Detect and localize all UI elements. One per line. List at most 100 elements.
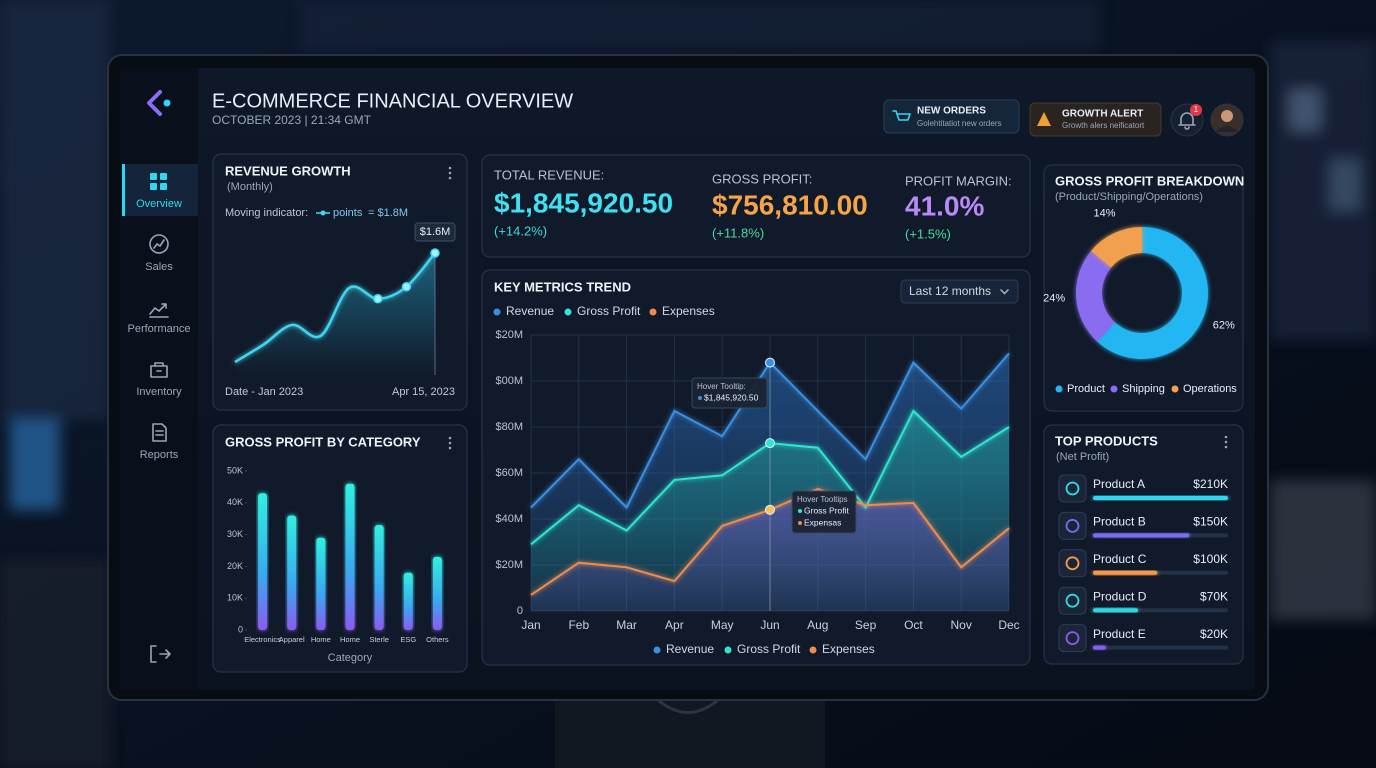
y-tick-label: $00M (495, 375, 523, 387)
indicator-value: = $1.8M (368, 207, 408, 219)
indicator-label: Moving indicator: (225, 207, 308, 219)
logout-icon[interactable] (150, 645, 171, 663)
y-tick-label: 0 (517, 605, 523, 617)
product-name: Product C (1093, 552, 1147, 566)
progress-bar (1093, 608, 1138, 613)
progress-bar (1093, 570, 1158, 575)
y-tick-label: $80M (495, 421, 523, 433)
y-tick-label: 50K (227, 465, 243, 475)
tooltip-dot (798, 509, 802, 513)
indicator-dot (320, 210, 326, 216)
nav-label: Inventory (136, 386, 182, 398)
avatar-face (1221, 110, 1233, 122)
legend-label: Gross Profit (577, 304, 641, 318)
legend-swatch (809, 646, 817, 654)
legend-label: Expenses (822, 642, 875, 656)
product-icon-box (1058, 624, 1087, 653)
cart-icon (892, 110, 911, 121)
gross-profit-category-panel (212, 424, 468, 673)
product-name: Product D (1093, 589, 1147, 603)
product-name: Product B (1093, 515, 1146, 529)
donut-segment (1096, 227, 1209, 359)
y-tick-label: 10K (227, 593, 243, 603)
legend-swatch (1110, 385, 1118, 393)
product-icon (1065, 631, 1080, 645)
kpi-change: (+1.5%) (905, 226, 951, 241)
callout-label: $1.6M (420, 226, 451, 238)
page-subtitle: OCTOBER 2023 | 21:34 GMT (212, 113, 372, 127)
kpi-label: GROSS PROFIT: (712, 171, 812, 186)
progress-bar (1093, 645, 1106, 650)
y-tick-label: 40K (227, 497, 243, 507)
legend-label: Operations (1183, 383, 1237, 395)
avatar-body (1215, 126, 1239, 132)
tooltip-item: $1,845,920.50 (704, 392, 759, 402)
notification-text: Golehtitatiot new orders (917, 119, 1002, 128)
donut-segment (1091, 227, 1142, 268)
legend-swatch (493, 308, 501, 316)
y-tick-label: $40M (495, 513, 523, 525)
legend-swatch (1171, 385, 1179, 393)
notification-card[interactable] (1029, 102, 1162, 137)
menu-dots[interactable] (448, 166, 1228, 450)
product-value: $70K (1200, 589, 1228, 603)
reports-icon (152, 423, 167, 442)
legend-label: Expenses (662, 304, 715, 318)
tooltip-box (691, 377, 768, 409)
x-tick-label: Home (340, 635, 360, 644)
inventory-icon (150, 362, 168, 378)
dropdown-chevron (1000, 289, 1009, 295)
product-icon (1065, 519, 1080, 533)
bar (374, 525, 384, 630)
product-value: $150K (1193, 515, 1228, 529)
overview-icon (150, 173, 167, 190)
product-name: Product E (1093, 627, 1146, 641)
point (373, 294, 383, 304)
period-dropdown-label: Last 12 months (909, 284, 991, 298)
y-tick-label: $20M (495, 559, 523, 571)
x-tick-label: Jan (521, 618, 540, 632)
bar (345, 483, 355, 630)
nav-label: Performance (128, 323, 191, 335)
x-tick-label: Nov (951, 618, 972, 632)
hover-point (765, 357, 775, 368)
product-icon-box (1058, 511, 1087, 540)
tooltip-title: Hover Tooltips (797, 495, 848, 504)
panel-subtitle: (Product/Shipping/Operations) (1055, 191, 1203, 203)
x-tick-label: Feb (568, 618, 589, 632)
nav-label: Sales (145, 261, 173, 273)
panel-title: GROSS PROFIT BY CATEGORY (225, 434, 421, 449)
y-tick-label: 30K (227, 529, 243, 539)
x-tick-label: Jun (760, 618, 779, 632)
y-tick-label: 0 (238, 624, 243, 634)
badge-count: 1 (1194, 105, 1199, 114)
kpi-value: 41.0% (905, 190, 984, 221)
bar (258, 493, 268, 630)
hover-point (765, 438, 775, 449)
period-dropdown[interactable] (900, 279, 1019, 304)
point (430, 248, 440, 258)
legend-label: Gross Profit (737, 642, 801, 656)
sidebar (120, 68, 198, 690)
notification-card[interactable] (883, 99, 1020, 134)
nav-label: Overview (136, 198, 182, 210)
legend-swatch (564, 308, 572, 316)
product-icon (1065, 556, 1080, 571)
x-tick-label: Oct (904, 618, 923, 632)
tooltip-title: Hover Tooltip: (697, 382, 746, 391)
product-icon (1065, 593, 1080, 608)
tooltip-dot (798, 521, 802, 525)
legend-label: Shipping (1122, 383, 1165, 395)
kpi-label: TOTAL REVENUE: (494, 167, 604, 182)
notification-title: GROWTH ALERT (1062, 109, 1143, 120)
product-value: $20K (1200, 627, 1228, 641)
callout-box (414, 222, 456, 242)
product-value: $100K (1193, 552, 1228, 566)
kpi-value: $756,810.00 (712, 189, 868, 220)
kpi-value: $1,845,920.50 (494, 187, 673, 218)
bar (316, 537, 326, 630)
x-tick-label: Apparel (279, 635, 305, 644)
donut-label: 62% (1213, 319, 1235, 331)
